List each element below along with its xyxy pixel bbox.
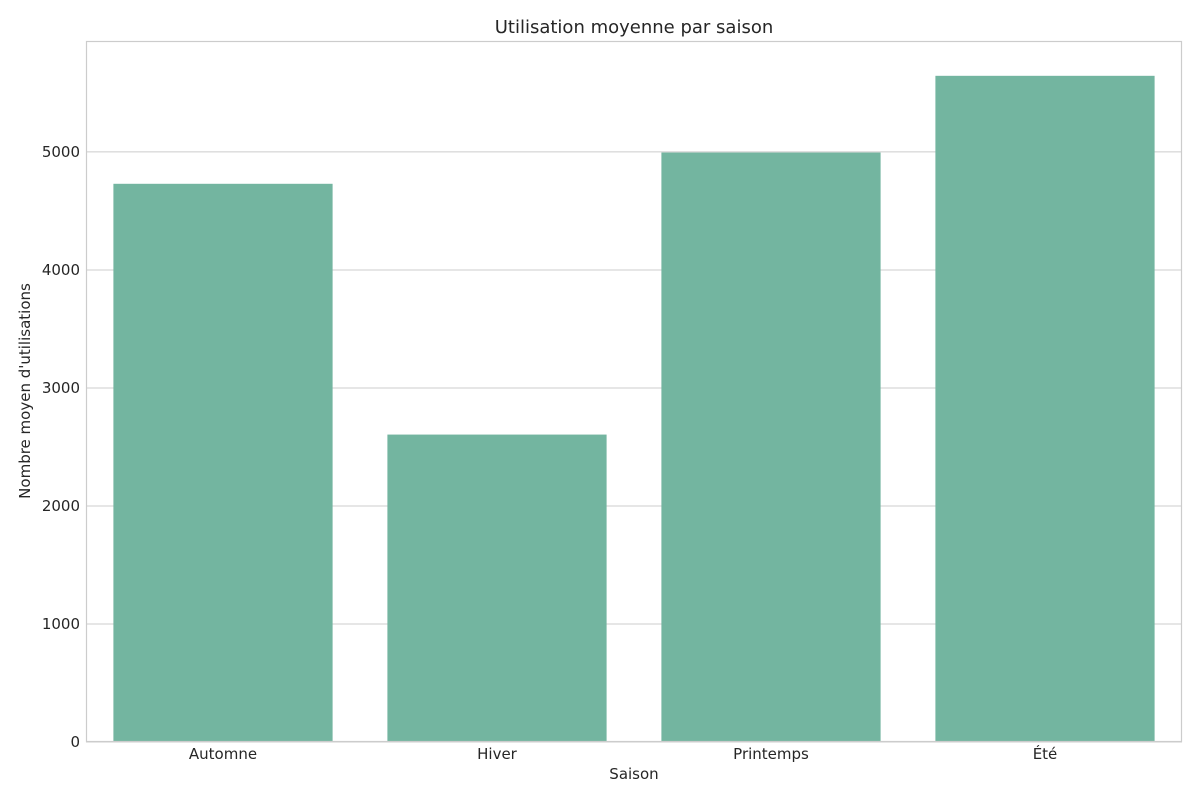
- bar-0: [113, 183, 333, 743]
- bar-3: [935, 75, 1155, 743]
- plot-frame: [85, 40, 1183, 743]
- x-tick-label: Printemps: [733, 745, 809, 763]
- x-tick-label: Hiver: [477, 745, 518, 763]
- y-tick-label: 4000: [42, 261, 80, 279]
- y-tick-label: 5000: [42, 143, 80, 161]
- y-tick-label: 1000: [42, 615, 80, 633]
- bars: [113, 75, 1155, 743]
- x-axis-label: Saison: [609, 765, 658, 783]
- y-tick-label: 2000: [42, 497, 80, 515]
- y-axis-ticks: 0 1000 2000 3000 4000 5000: [42, 143, 80, 751]
- x-tick-label: Automne: [189, 745, 257, 763]
- y-axis-label: Nombre moyen d'utilisations: [16, 283, 34, 499]
- y-tick-label: 3000: [42, 379, 80, 397]
- x-axis-ticks: Automne Hiver Printemps Été: [189, 744, 1057, 763]
- bar-1: [387, 434, 607, 742]
- bar-2: [661, 152, 881, 743]
- x-tick-label: Été: [1033, 744, 1058, 763]
- y-tick-label: 0: [70, 733, 80, 751]
- chart-title: Utilisation moyenne par saison: [495, 17, 774, 38]
